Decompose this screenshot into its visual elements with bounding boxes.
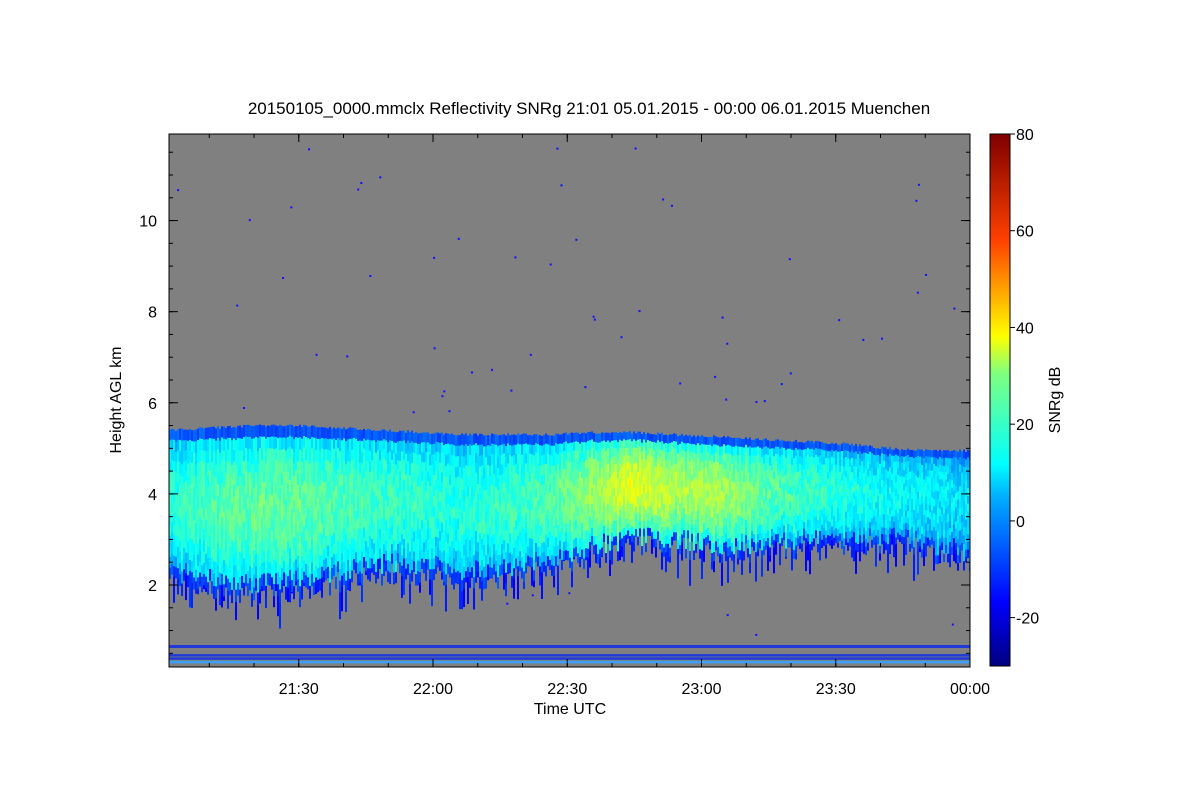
- colorbar-axis: -20 0 20 40 60 80: [1010, 127, 1039, 628]
- x-tick-label: 00:00: [950, 681, 990, 698]
- colorbar: [989, 133, 1011, 667]
- x-axis: 21:30 22:00 22:30 23:00 23:30 00:00: [208, 134, 990, 698]
- echo-layer: [169, 424, 970, 629]
- colorbar-tick-label: -20: [1016, 611, 1039, 628]
- x-tick-label: 22:00: [413, 681, 453, 698]
- x-tick-label: 22:30: [547, 681, 587, 698]
- plot-content: [169, 147, 970, 664]
- y-axis-label: Height AGL km: [108, 346, 125, 453]
- surface-clutter: [169, 645, 970, 664]
- colorbar-tick-label: 0: [1016, 514, 1025, 531]
- colorbar-tick-label: 20: [1016, 417, 1034, 434]
- y-tick-label: 4: [148, 487, 157, 504]
- y-tick-label: 8: [148, 305, 157, 322]
- y-tick-label: 2: [148, 578, 157, 595]
- y-axis: 2 4 6 8 10: [139, 151, 970, 654]
- chart-title: 20150105_0000.mmclx Reflectivity SNRg 21…: [248, 99, 930, 118]
- y-tick-label: 6: [148, 396, 157, 413]
- x-axis-label: Time UTC: [534, 701, 606, 718]
- colorbar-tick-label: 40: [1016, 320, 1034, 337]
- y-tick-label: 10: [139, 214, 157, 231]
- noise-speckles: [177, 147, 956, 636]
- plot-frame: [168, 133, 971, 668]
- colorbar-tick-label: 80: [1016, 127, 1034, 144]
- colorbar-label: SNRg dB: [1047, 367, 1064, 434]
- x-tick-label: 23:00: [681, 681, 721, 698]
- x-tick-label: 21:30: [279, 681, 319, 698]
- x-tick-label: 23:30: [816, 681, 856, 698]
- colorbar-tick-label: 60: [1016, 224, 1034, 241]
